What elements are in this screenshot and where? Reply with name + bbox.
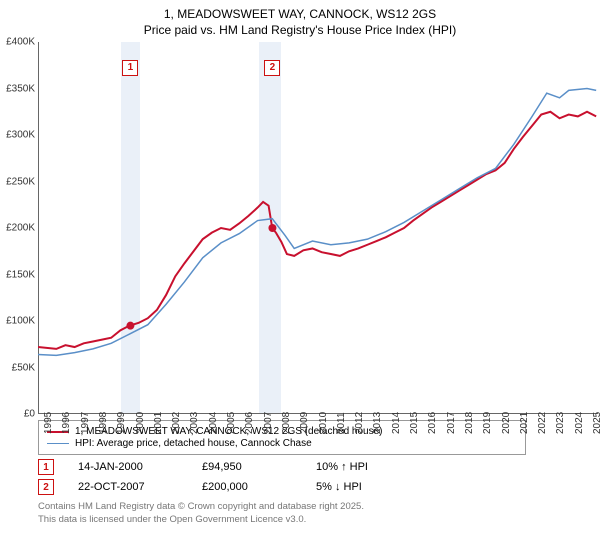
x-tick: 2019: [482, 412, 493, 434]
footer-line1: Contains HM Land Registry data © Crown c…: [38, 501, 600, 513]
x-tick: 2002: [171, 412, 182, 434]
y-tick: £100K: [1, 316, 35, 327]
x-tick: 2010: [318, 412, 329, 434]
annotation-delta: 10% ↑ HPI: [316, 461, 368, 473]
x-tick: 2009: [299, 412, 310, 434]
y-tick: £350K: [1, 83, 35, 94]
x-tick: 2023: [555, 412, 566, 434]
y-tick: £150K: [1, 269, 35, 280]
x-tick: 2025: [592, 412, 600, 434]
annotation-delta: 5% ↓ HPI: [316, 481, 362, 493]
x-tick: 1999: [116, 412, 127, 434]
x-tick: 2017: [446, 412, 457, 434]
y-tick: £50K: [1, 362, 35, 373]
x-tick: 1996: [61, 412, 72, 434]
x-tick: 2012: [354, 412, 365, 434]
x-tick: 2022: [537, 412, 548, 434]
annotation-price: £200,000: [202, 481, 292, 493]
x-tick: 2024: [574, 412, 585, 434]
annotation-date: 14-JAN-2000: [78, 461, 178, 473]
series-hpi: [38, 89, 596, 356]
x-tick: 2014: [391, 412, 402, 434]
x-tick: 1995: [43, 412, 54, 434]
title-line2: Price paid vs. HM Land Registry's House …: [0, 22, 600, 38]
annotation-row: 1 14-JAN-2000 £94,950 10% ↑ HPI: [38, 459, 600, 475]
legend-row: HPI: Average price, detached house, Cann…: [47, 438, 517, 449]
x-tick: 1998: [98, 412, 109, 434]
x-tick: 2008: [281, 412, 292, 434]
footer-line2: This data is licensed under the Open Gov…: [38, 514, 600, 526]
y-tick: £250K: [1, 176, 35, 187]
x-tick: 2020: [501, 412, 512, 434]
marker-box-1: 1: [122, 60, 138, 76]
marker-dot-1: [126, 322, 134, 330]
x-tick: 2016: [427, 412, 438, 434]
x-tick: 2015: [409, 412, 420, 434]
x-tick: 2006: [244, 412, 255, 434]
x-tick: 2021: [519, 412, 530, 434]
footer: Contains HM Land Registry data © Crown c…: [38, 501, 600, 526]
y-tick: £0: [1, 409, 35, 420]
y-tick: £200K: [1, 223, 35, 234]
x-tick: 2013: [372, 412, 383, 434]
annotation-price: £94,950: [202, 461, 292, 473]
price-chart: £0£50K£100K£150K£200K£250K£300K£350K£400…: [38, 42, 598, 414]
x-tick: 2018: [464, 412, 475, 434]
marker-dot-2: [268, 224, 276, 232]
annotation-row: 2 22-OCT-2007 £200,000 5% ↓ HPI: [38, 479, 600, 495]
title-line1: 1, MEADOWSWEET WAY, CANNOCK, WS12 2GS: [0, 6, 600, 22]
annotation-marker-icon: 2: [38, 479, 54, 495]
x-tick: 2007: [263, 412, 274, 434]
x-tick: 2005: [226, 412, 237, 434]
x-tick: 2003: [189, 412, 200, 434]
x-tick: 2011: [336, 413, 347, 435]
annotation-marker-icon: 1: [38, 459, 54, 475]
y-tick: £400K: [1, 37, 35, 48]
annotation-date: 22-OCT-2007: [78, 481, 178, 493]
x-tick: 2001: [153, 412, 164, 434]
marker-box-2: 2: [264, 60, 280, 76]
x-tick: 1997: [80, 412, 91, 434]
x-tick: 2000: [135, 412, 146, 434]
x-tick: 2004: [208, 412, 219, 434]
y-tick: £300K: [1, 130, 35, 141]
